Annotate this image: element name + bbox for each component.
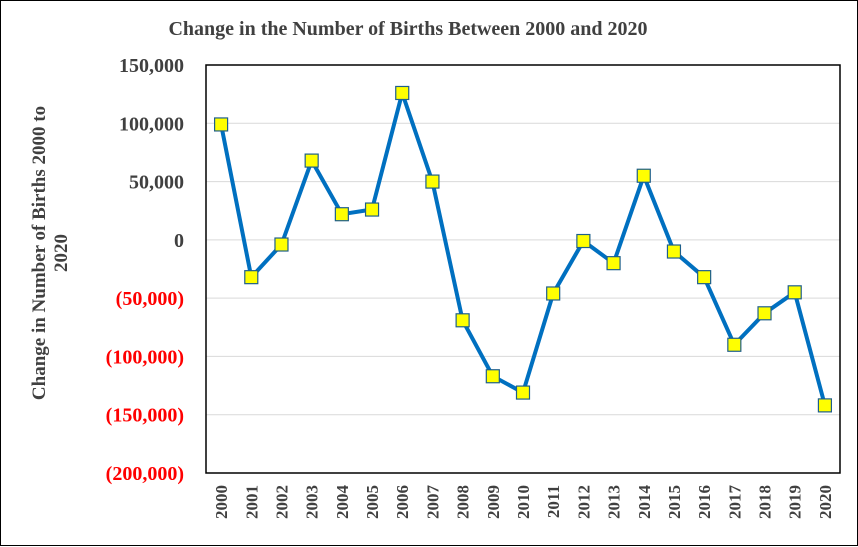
- data-point: [304, 153, 319, 168]
- data-point: [606, 256, 621, 271]
- y-axis-label-line-1: Change in Number of Births 2000 to: [29, 106, 50, 400]
- y-axis-label-line-2: 2020: [51, 234, 72, 272]
- data-point: [697, 270, 712, 285]
- data-point: [515, 385, 531, 400]
- data-point: [817, 398, 833, 413]
- data-point: [425, 174, 440, 189]
- data-point: [546, 286, 561, 301]
- x-tick-label: 2020: [816, 485, 835, 519]
- x-tick-label: 2016: [695, 485, 714, 519]
- x-tick-label: 2007: [423, 485, 442, 520]
- data-point: [274, 237, 289, 252]
- x-tick-label: 2019: [786, 485, 805, 519]
- x-tick-label: 2002: [272, 485, 291, 519]
- x-tick-label: 2001: [242, 485, 261, 519]
- x-axis-ticks: 2000 2001 2002 2003 2004 2005 2006 2007 2008 2009…: [212, 485, 835, 520]
- x-tick-label: 2005: [363, 485, 382, 519]
- y-tick-label: (150,000): [106, 405, 184, 427]
- data-point: [576, 233, 591, 249]
- x-tick-label: 2011: [544, 485, 563, 518]
- y-tick-label: (50,000): [116, 288, 184, 310]
- y-tick-label: 50,000: [129, 172, 184, 194]
- series-births-change: [213, 85, 833, 413]
- x-tick-label: 2012: [574, 485, 593, 519]
- x-tick-label: 2015: [665, 485, 684, 519]
- data-point: [787, 285, 802, 300]
- x-tick-label: 2018: [756, 485, 775, 519]
- data-point: [757, 306, 772, 321]
- y-axis-label: Change in Number of Births 2000 to 2020: [29, 106, 72, 400]
- data-point: [666, 244, 682, 259]
- x-tick-label: 2010: [514, 485, 533, 519]
- x-tick-label: 2017: [725, 485, 744, 520]
- x-tick-label: 2008: [454, 485, 473, 519]
- y-tick-label: 0: [174, 230, 184, 252]
- plot-area-border: [205, 64, 841, 474]
- data-point: [213, 117, 229, 132]
- y-axis-ticks: 150,000 100,000 50,000 0 (50,000) (100,000) (1…: [106, 55, 184, 485]
- x-tick-label: 2000: [212, 485, 231, 519]
- data-point: [334, 207, 349, 222]
- data-point: [636, 168, 651, 183]
- data-point: [455, 313, 470, 328]
- data-point: [395, 85, 410, 101]
- data-point: [485, 369, 500, 384]
- x-tick-label: 2014: [635, 485, 654, 520]
- y-tick-label: (100,000): [106, 346, 184, 368]
- x-tick-label: 2003: [303, 485, 322, 519]
- data-point: [727, 337, 742, 352]
- y-tick-label: 150,000: [119, 55, 184, 77]
- data-point: [244, 270, 259, 285]
- x-tick-label: 2013: [605, 485, 624, 519]
- chart-title: Change in the Number of Births Between 2…: [168, 18, 647, 40]
- gridlines: [206, 64, 840, 474]
- y-tick-label: 100,000: [119, 113, 184, 135]
- y-tick-label: (200,000): [106, 463, 184, 485]
- x-tick-label: 2004: [333, 485, 352, 520]
- x-tick-label: 2009: [484, 485, 503, 519]
- x-tick-label: 2006: [393, 485, 412, 519]
- series-line: [219, 91, 827, 406]
- data-point: [364, 202, 380, 217]
